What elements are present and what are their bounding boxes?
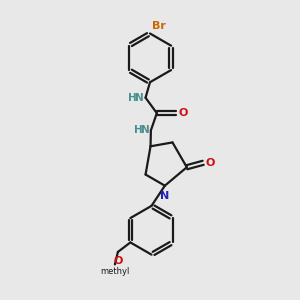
Text: Br: Br	[152, 21, 166, 31]
Text: methyl: methyl	[100, 267, 130, 276]
Text: O: O	[178, 108, 188, 118]
Text: O: O	[113, 256, 123, 266]
Text: O: O	[205, 158, 214, 168]
Text: H: H	[128, 93, 137, 103]
Text: H: H	[134, 125, 142, 135]
Text: N: N	[141, 125, 149, 135]
Text: N: N	[135, 93, 144, 103]
Text: N: N	[160, 191, 170, 201]
